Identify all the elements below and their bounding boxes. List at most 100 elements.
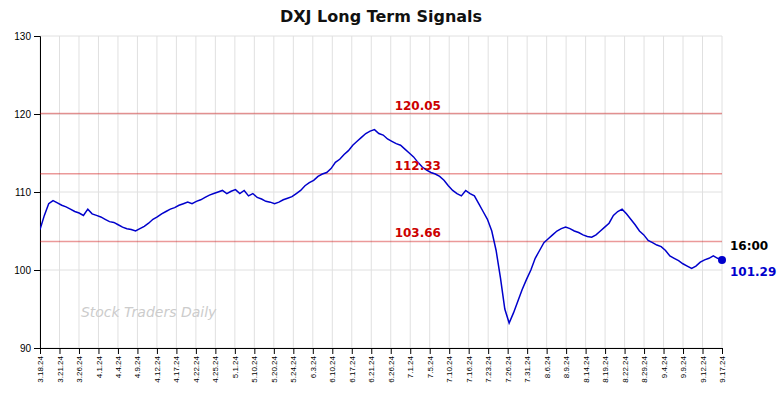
tick-label: 90 [20, 343, 32, 354]
grid-line [137, 36, 138, 348]
tick-label: 3.18.24 [36, 355, 45, 382]
tick-mark [488, 348, 489, 354]
tick: 7.23.24 [484, 348, 493, 383]
tick-label: 8.19.24 [601, 355, 610, 382]
tick-label: 5.1.24 [231, 355, 240, 378]
reference-label: 120.05 [395, 99, 441, 113]
grid-line [59, 36, 60, 348]
tick-mark [644, 348, 645, 354]
tick-label: 4.17.24 [172, 355, 181, 382]
tick-mark [703, 348, 704, 354]
grid-line [507, 36, 508, 348]
tick-mark [235, 348, 236, 354]
tick-mark [34, 270, 40, 271]
reference-label: 112.33 [395, 159, 441, 173]
grid-line [410, 36, 411, 348]
tick: 5.24.24 [289, 348, 298, 383]
tick-label: 6.17.24 [348, 355, 357, 382]
tick: 8.22.24 [621, 348, 630, 383]
tick-label: 4.22.24 [192, 355, 201, 382]
reference-label: 103.66 [395, 226, 441, 240]
tick: 6.26.24 [387, 348, 396, 383]
tick: 4.1.24 [95, 348, 104, 378]
grid-line [488, 36, 489, 348]
grid-line [176, 36, 177, 348]
tick-label: 9.9.24 [679, 355, 688, 378]
tick-label: 3.26.24 [75, 355, 84, 382]
grid-line [293, 36, 294, 348]
grid-line [40, 270, 722, 271]
tick: 7.26.24 [504, 348, 513, 383]
tick: 7.10.24 [445, 348, 454, 383]
grid-line [722, 36, 723, 348]
grid-line [273, 36, 274, 348]
tick-mark [215, 348, 216, 354]
tick: 5.1.24 [231, 348, 240, 378]
tick: 9.9.24 [679, 348, 688, 378]
tick-label: 6.21.24 [367, 355, 376, 382]
grid [40, 36, 722, 348]
grid-line [254, 36, 255, 348]
grid-line [215, 36, 216, 348]
tick-mark [527, 348, 528, 354]
grid-line [98, 36, 99, 348]
grid-line [566, 36, 567, 348]
tick: 120 [14, 109, 40, 120]
grid-line [429, 36, 430, 348]
tick: 6.21.24 [367, 348, 376, 383]
grid-line [40, 114, 722, 115]
tick-label: 4.4.24 [114, 355, 123, 378]
tick-label: 8.22.24 [621, 355, 630, 382]
grid-line [234, 36, 235, 348]
tick: 3.18.24 [36, 348, 45, 383]
tick-mark [157, 348, 158, 354]
tick-mark [586, 348, 587, 354]
tick-mark [547, 348, 548, 354]
grid-line [683, 36, 684, 348]
tick: 3.21.24 [56, 348, 65, 383]
tick: 7.31.24 [523, 348, 532, 383]
tick-mark [683, 348, 684, 354]
tick: 4.4.24 [114, 348, 123, 378]
grid-line [371, 36, 372, 348]
tick-mark [34, 36, 40, 37]
tick-mark [254, 348, 255, 354]
tick-label: 6.26.24 [387, 355, 396, 382]
grid-line [156, 36, 157, 348]
tick-label: 120 [14, 109, 31, 120]
tick-label: 9.17.24 [718, 355, 727, 382]
tick-mark [625, 348, 626, 354]
tick-mark [59, 348, 60, 354]
tick: 4.22.24 [192, 348, 201, 383]
tick-label: 5.10.24 [250, 355, 259, 382]
grid-line [195, 36, 196, 348]
tick: 7.5.24 [426, 348, 435, 378]
tick-mark [410, 348, 411, 354]
axis-line [41, 349, 723, 355]
tick-label: 4.9.24 [133, 355, 142, 378]
tick-mark [98, 348, 99, 354]
tick: 8.9.24 [562, 348, 571, 378]
grid-line [40, 192, 722, 193]
tick-label: 7.23.24 [484, 355, 493, 382]
tick-label: 5.24.24 [289, 355, 298, 382]
tick-label: 8.14.24 [582, 355, 591, 382]
tick: 6.10.24 [328, 348, 337, 383]
y-axis: 90100110120130 [14, 31, 40, 354]
tick-mark [605, 348, 606, 354]
tick-mark [176, 348, 177, 354]
grid-line [527, 36, 528, 348]
tick-mark [430, 348, 431, 354]
tick-label: 9.12.24 [699, 355, 708, 382]
tick-label: 3.21.24 [56, 355, 65, 382]
tick: 9.12.24 [699, 348, 708, 383]
tick-mark [274, 348, 275, 354]
tick-mark [352, 348, 353, 354]
tick: 110 [15, 187, 40, 198]
grid-line [117, 36, 118, 348]
tick-mark [664, 348, 665, 354]
x-axis: 3.18.24 3.21.24 3.26.24 4.1.24 4.4.24 4.9.24 4… [36, 348, 727, 383]
grid-line [546, 36, 547, 348]
tick-label: 100 [14, 265, 31, 276]
axis-line [34, 37, 41, 349]
